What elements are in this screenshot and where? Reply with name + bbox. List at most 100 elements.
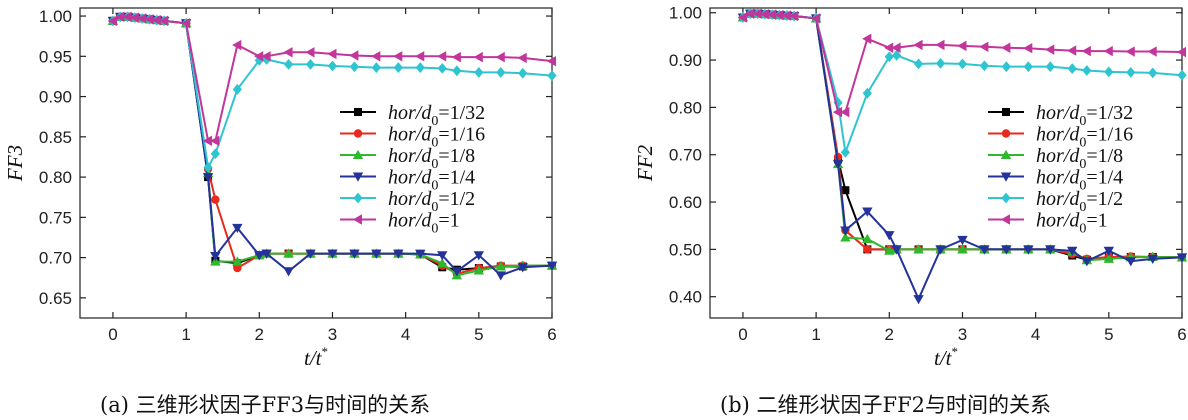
data-point [1147,254,1158,265]
data-point [371,51,381,62]
data-point [415,62,425,73]
data-point [371,62,381,73]
x-tick-label: 4 [1031,325,1040,344]
data-point [935,57,946,69]
y-axis-label: FF2 [633,144,657,182]
data-point [913,39,923,51]
legend-marker [1002,108,1010,116]
data-point [767,9,777,20]
figure-caption: (b) 二维形状因子FF2与时间的关系 [720,393,1051,417]
data-point [473,265,485,275]
legend-entry: hor/d0=1/2 [1036,188,1123,215]
data-point [1001,42,1011,53]
data-point [884,51,894,63]
y-tick-label: 0.60 [669,193,702,212]
data-point [840,106,850,118]
data-point [349,249,360,259]
legend-marker [353,192,363,204]
data-point [232,39,242,51]
legend-marker [353,129,363,138]
data-point [832,160,844,170]
data-point [283,58,294,70]
figure-caption: (a) 三维形状因子FF3与时间的关系 [100,393,430,417]
x-tick-label: 2 [885,325,894,344]
data-point [261,249,272,259]
data-point [305,58,316,70]
legend-marker [1000,149,1012,159]
data-point [1023,61,1033,73]
data-point [1176,46,1186,58]
data-point [1067,45,1077,56]
data-point [737,12,747,23]
data-point [891,42,901,53]
data-point [957,235,968,246]
data-point [393,51,403,62]
data-point [957,244,968,254]
data-point [393,249,404,259]
data-point [327,60,338,72]
data-point [913,58,924,70]
data-point [935,245,946,255]
legend-marker [1001,129,1011,138]
data-point [832,106,843,118]
data-point [496,67,506,78]
data-point [1023,245,1034,255]
data-point [979,245,990,255]
data-point [232,256,243,266]
data-point [884,42,894,53]
data-point [451,267,463,277]
legend-entry: hor/d0=1/2 [388,188,475,215]
x-axis-label: t/t* [934,344,958,370]
data-point [144,14,154,25]
y-tick-label: 0.50 [669,240,702,259]
data-point [1126,66,1136,78]
data-point [261,51,271,62]
data-point [115,11,125,23]
legend-entry: hor/d0=1/8 [1036,145,1123,172]
data-point [781,10,791,21]
data-point [305,47,315,58]
data-point [1125,257,1136,267]
data-point [180,18,191,29]
y-tick-label: 0.80 [39,168,72,187]
data-point [283,267,294,277]
data-point [327,249,338,259]
data-point [891,245,902,255]
data-point [451,51,461,63]
data-point [1176,253,1188,263]
data-point [759,8,769,20]
data-point [1081,257,1093,267]
legend-entry: hor/d0=1/16 [388,124,485,151]
data-point [1045,245,1056,255]
data-point [517,52,527,64]
y-tick-label: 0.85 [39,128,72,147]
x-tick-label: 6 [1177,325,1186,344]
data-point [1148,67,1158,79]
data-point [517,263,528,273]
data-point [1045,61,1055,73]
data-point [232,223,243,234]
y-tick-label: 0.65 [39,289,72,308]
data-point [232,83,242,95]
data-point [892,49,902,61]
data-point [1177,69,1187,81]
data-point [202,173,214,183]
y-axis-label: FF3 [3,145,27,182]
y-tick-label: 0.95 [39,47,72,66]
data-point [473,51,483,63]
data-point [788,10,799,22]
data-point [863,245,872,254]
x-tick-label: 1 [811,325,820,344]
x-tick-label: 5 [1104,325,1113,344]
data-point [437,51,447,62]
data-point [862,207,873,217]
legend-entry: hor/d0=1/4 [388,167,475,194]
panel-b-chart: 0 1 2 3 4 5 6 0.40 0.50 0.60 0.70 0.80 0.90 1.00 FF2 t/… [633,4,1188,417]
data-point [1067,246,1078,256]
data-point [1001,61,1011,73]
data-point [1001,245,1012,255]
data-point [913,295,924,305]
data-point [979,41,989,53]
y-tick-label: 0.90 [669,51,702,70]
data-point [546,55,556,67]
